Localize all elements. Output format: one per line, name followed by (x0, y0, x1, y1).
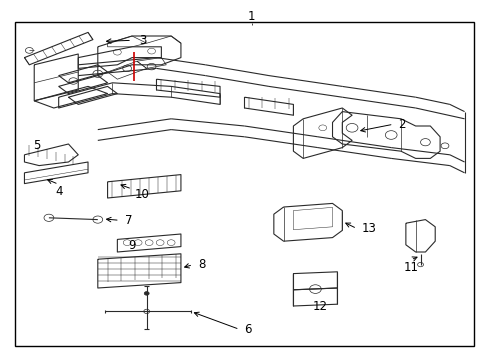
Text: 11: 11 (403, 261, 417, 274)
Text: 13: 13 (361, 222, 376, 235)
Text: 8: 8 (198, 258, 205, 271)
Text: 6: 6 (244, 323, 251, 336)
Circle shape (144, 292, 149, 295)
Text: 7: 7 (124, 214, 132, 227)
Text: 1: 1 (247, 10, 255, 23)
Text: 3: 3 (139, 34, 146, 47)
Text: 5: 5 (33, 139, 41, 152)
Text: 9: 9 (128, 239, 136, 252)
Text: 10: 10 (134, 188, 149, 201)
Text: 4: 4 (55, 185, 62, 198)
Text: 2: 2 (398, 118, 405, 131)
Text: 12: 12 (312, 300, 327, 313)
